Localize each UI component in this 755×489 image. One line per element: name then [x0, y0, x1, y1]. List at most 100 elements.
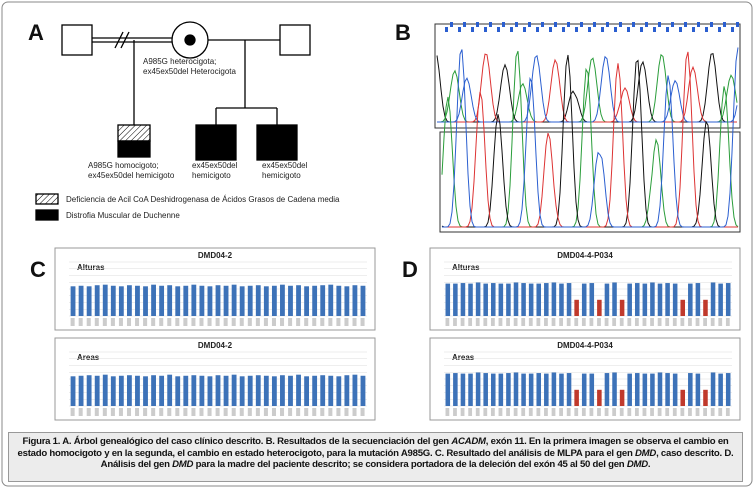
bar: [255, 285, 261, 316]
x-tick-stub: [296, 408, 301, 416]
father: [61, 24, 93, 56]
base-marker: [671, 22, 674, 27]
bar: [718, 373, 723, 406]
bar: [574, 299, 579, 316]
bar: [255, 375, 261, 406]
bar: [483, 373, 488, 406]
bar: [627, 283, 632, 316]
bar: [680, 389, 686, 406]
panel-letter: A: [28, 20, 44, 45]
bar: [328, 284, 334, 316]
x-tick-stub: [360, 408, 365, 416]
bar: [725, 283, 731, 316]
bar: [118, 375, 124, 406]
trace: [442, 51, 738, 228]
bar: [94, 375, 100, 406]
bar: [589, 373, 595, 406]
bar: [320, 375, 326, 406]
bar: [551, 282, 557, 316]
x-tick-stub: [574, 408, 579, 416]
bar: [634, 373, 640, 406]
x-tick-stub: [207, 408, 212, 416]
chart-label: Areas: [77, 353, 100, 362]
bar: [551, 372, 557, 406]
x-tick-stub: [223, 408, 228, 416]
bar: [239, 376, 245, 406]
trace: [442, 47, 739, 228]
bar: [271, 285, 277, 316]
base-marker: [627, 27, 630, 32]
x-tick-stub: [483, 408, 488, 416]
x-tick-stub: [352, 408, 357, 416]
bar: [695, 283, 701, 316]
bar: [191, 284, 197, 316]
x-tick-stub: [536, 408, 541, 416]
x-tick-stub: [271, 408, 276, 416]
x-tick-stub: [650, 408, 654, 416]
x-tick-stub: [710, 318, 715, 326]
x-tick-stub: [110, 408, 115, 416]
x-tick-stub: [551, 318, 556, 326]
bar: [445, 283, 451, 316]
x-tick-stub: [336, 408, 341, 416]
base-marker: [562, 27, 565, 32]
bar: [344, 286, 350, 316]
bar: [521, 373, 526, 406]
bar: [536, 283, 542, 316]
x-tick-stub: [175, 318, 180, 326]
base-marker: [580, 22, 583, 27]
base-marker: [640, 27, 643, 32]
x-tick-stub: [183, 408, 188, 416]
base-marker: [476, 22, 479, 27]
bar: [498, 283, 504, 316]
x-tick-stub: [544, 318, 548, 326]
bar: [78, 285, 84, 316]
bar: [344, 375, 350, 406]
bar: [167, 374, 173, 406]
bar: [70, 376, 76, 406]
x-tick-stub: [604, 408, 609, 416]
bar: [589, 283, 595, 316]
x-tick-stub: [597, 408, 601, 416]
bar: [559, 373, 564, 406]
x-tick-stub: [280, 318, 285, 326]
child-label: hemicigoto: [192, 171, 231, 180]
x-tick-stub: [445, 408, 450, 416]
x-tick-stub: [118, 318, 123, 326]
bar: [468, 283, 473, 316]
bar: [70, 286, 76, 316]
bar: [544, 283, 549, 316]
bar: [296, 374, 301, 406]
bar: [118, 286, 124, 316]
caption-text: , exón 11. En la primera imagen se obser…: [17, 436, 729, 459]
bar: [475, 372, 481, 406]
bar: [288, 375, 293, 406]
base-marker: [723, 22, 726, 27]
x-tick-stub: [725, 408, 730, 416]
bar: [513, 282, 519, 316]
bar: [167, 285, 173, 316]
trace: [437, 54, 738, 123]
base-marker: [510, 27, 513, 32]
bar: [263, 286, 269, 316]
bar: [247, 375, 253, 406]
bar: [126, 375, 132, 406]
bar: [312, 285, 318, 316]
bar: [126, 285, 132, 316]
base-marker: [679, 27, 682, 32]
x-tick-stub: [634, 408, 639, 416]
base-marker: [705, 27, 708, 32]
x-tick-stub: [672, 318, 677, 326]
x-tick-stub: [665, 318, 670, 326]
bar: [110, 376, 116, 406]
x-tick-stub: [725, 318, 730, 326]
bar: [239, 286, 245, 316]
bar: [151, 375, 156, 406]
base-marker: [692, 27, 695, 32]
bar: [619, 299, 625, 316]
bar: [642, 373, 648, 406]
bar: [159, 285, 165, 316]
bar: [143, 286, 148, 316]
x-tick-stub: [453, 318, 457, 326]
x-tick-stub: [506, 408, 510, 416]
